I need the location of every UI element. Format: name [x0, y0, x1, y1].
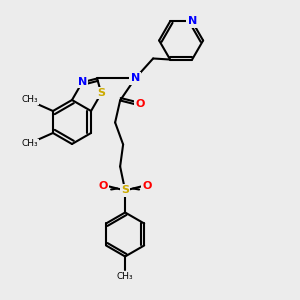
Text: S: S	[121, 185, 129, 196]
Text: CH₃: CH₃	[117, 272, 134, 281]
Text: O: O	[98, 182, 108, 191]
Text: CH₃: CH₃	[22, 95, 38, 104]
Text: N: N	[130, 74, 140, 83]
Text: S: S	[97, 88, 105, 98]
Text: O: O	[142, 182, 152, 191]
Text: N: N	[188, 16, 197, 26]
Text: O: O	[135, 100, 145, 110]
Text: N: N	[78, 77, 87, 87]
Text: CH₃: CH₃	[22, 140, 38, 148]
